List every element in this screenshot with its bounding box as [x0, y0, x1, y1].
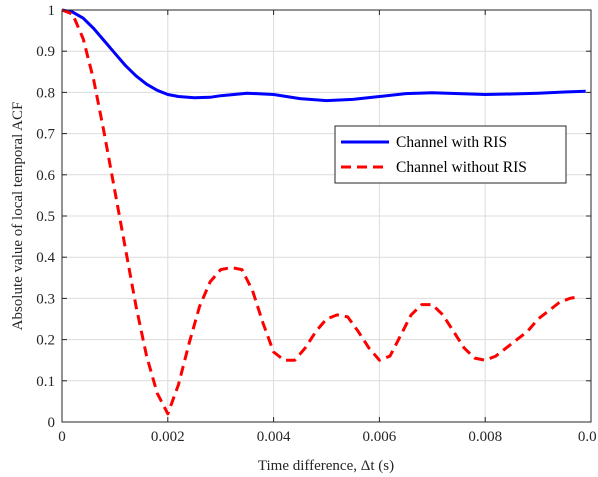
x-tick-label: 0.01 — [578, 429, 598, 445]
series-line-2 — [61, 8, 581, 416]
ticks — [61, 9, 592, 423]
legend-label-series-2: Channel without RIS — [396, 159, 527, 176]
y-tick-label: 0.3 — [36, 291, 55, 307]
x-tick-label: 0.008 — [468, 429, 502, 445]
tick-labels: 0 0.002 0.004 0.006 0.008 0.01 0 0.1 0.2 0.3 0.4 0.… — [36, 3, 598, 445]
x-axis-label: Time difference, Δt (s) — [258, 458, 394, 474]
series-line-1 — [61, 8, 586, 103]
y-tick-label: 0.5 — [36, 209, 55, 225]
legend-box — [334, 125, 567, 184]
x-tick-label: 0.002 — [151, 429, 185, 445]
series-layer — [61, 8, 586, 416]
y-axis-label: Absolute value of local temporal ACF — [10, 102, 26, 331]
legend-label-series-1: Channel with RIS — [396, 134, 507, 151]
y-tick-label: 0.7 — [36, 127, 55, 143]
y-tick-label: 0 — [48, 415, 56, 431]
y-tick-label: 0.9 — [36, 44, 55, 60]
x-tick-label: 0.004 — [257, 429, 291, 445]
y-tick-label: 1 — [48, 3, 56, 19]
y-tick-label: 0.1 — [36, 374, 55, 390]
y-tick-label: 0.6 — [36, 168, 55, 184]
y-tick-label: 0.2 — [36, 333, 55, 349]
y-tick-label: 0.4 — [36, 250, 55, 266]
x-tick-label: 0.006 — [363, 429, 397, 445]
legend: Channel with RIS Channel without RIS — [334, 125, 567, 184]
y-tick-label: 0.8 — [36, 85, 55, 101]
x-tick-label: 0 — [58, 429, 66, 445]
